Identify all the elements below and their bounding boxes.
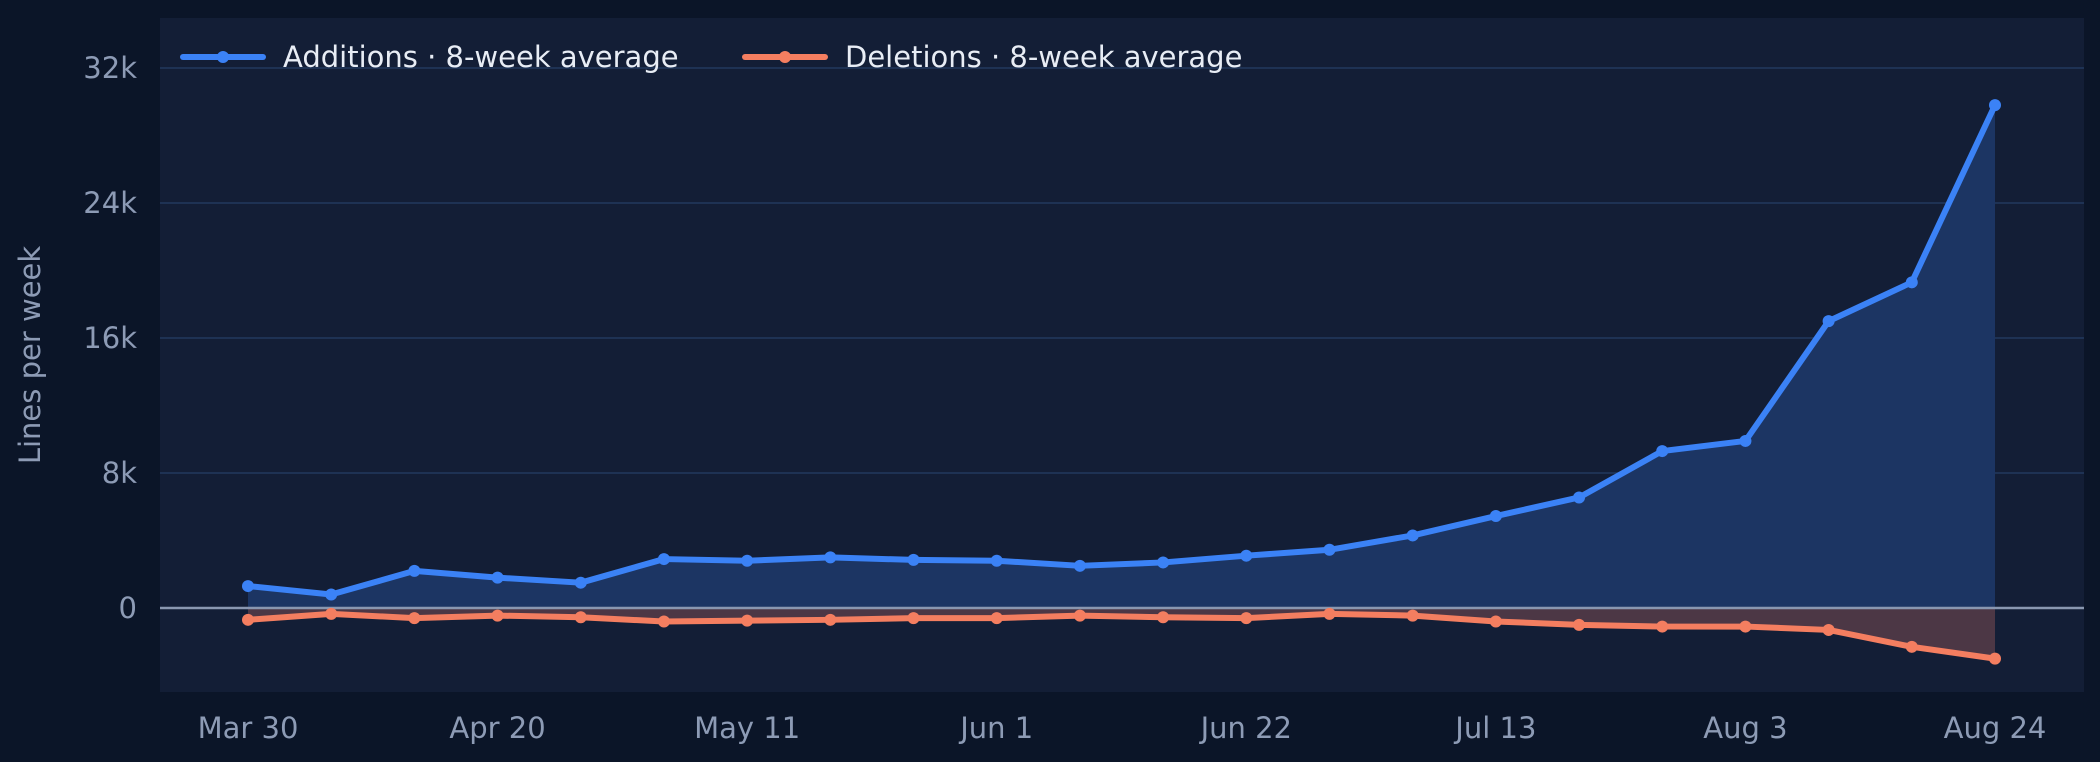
data-point bbox=[491, 571, 504, 584]
data-point bbox=[408, 612, 421, 625]
data-point bbox=[741, 614, 754, 627]
data-point bbox=[325, 607, 338, 620]
data-point bbox=[657, 553, 670, 566]
data-point bbox=[1157, 556, 1170, 569]
y-tick-label: 24k bbox=[83, 186, 137, 220]
data-point bbox=[1323, 607, 1336, 620]
data-point bbox=[242, 613, 254, 626]
legend-item: Additions · 8-week average bbox=[180, 40, 679, 74]
data-point bbox=[491, 609, 504, 622]
y-tick-label: 8k bbox=[102, 456, 137, 490]
x-tick-label: Aug 3 bbox=[1703, 711, 1787, 745]
data-point bbox=[1323, 543, 1336, 556]
series-lines bbox=[242, 99, 2001, 665]
data-point bbox=[907, 612, 920, 625]
series-line bbox=[245, 102, 1998, 598]
y-tick-labels: 0 8k 16k 24k 32k bbox=[83, 51, 137, 625]
data-point bbox=[1989, 99, 2001, 112]
data-point bbox=[1240, 612, 1253, 625]
series-area bbox=[248, 105, 1995, 608]
legend-label: Deletions · 8-week average bbox=[845, 40, 1242, 74]
x-tick-labels: Mar 30 Apr 20 May 11 Jun 1 Jun 22 Jul 13 Aug 3… bbox=[198, 711, 2047, 745]
data-point bbox=[242, 580, 254, 593]
y-tick-label: 0 bbox=[119, 591, 137, 625]
data-point bbox=[1989, 652, 2001, 665]
x-tick-label: Aug 24 bbox=[1944, 711, 2047, 745]
y-tick-label: 16k bbox=[83, 321, 137, 355]
data-point bbox=[990, 612, 1003, 625]
x-tick-label: Mar 30 bbox=[198, 711, 299, 745]
data-point bbox=[741, 554, 754, 567]
data-point bbox=[408, 564, 421, 577]
y-tick-label: 32k bbox=[83, 51, 137, 85]
data-point bbox=[990, 554, 1003, 567]
data-point bbox=[824, 551, 837, 564]
x-tick-label: Jul 13 bbox=[1453, 711, 1536, 745]
x-tick-label: May 11 bbox=[694, 711, 800, 745]
data-point bbox=[1573, 618, 1586, 631]
x-tick-label: Jun 22 bbox=[1199, 711, 1292, 745]
data-point bbox=[1656, 620, 1669, 633]
legend-swatch-marker bbox=[217, 51, 229, 63]
data-point bbox=[1489, 615, 1502, 628]
legend: Additions · 8-week average Deletions · 8-… bbox=[180, 40, 1242, 74]
data-point bbox=[824, 613, 837, 626]
data-point bbox=[1739, 434, 1752, 447]
series-line bbox=[245, 610, 1998, 662]
data-point bbox=[1073, 559, 1086, 572]
data-point bbox=[325, 588, 338, 601]
data-point bbox=[1406, 609, 1419, 622]
x-tick-label: Jun 1 bbox=[958, 711, 1033, 745]
data-point bbox=[1822, 315, 1835, 328]
data-point bbox=[1822, 623, 1835, 636]
data-point bbox=[657, 615, 670, 628]
data-point bbox=[1240, 549, 1253, 562]
legend-label: Additions · 8-week average bbox=[283, 40, 679, 74]
data-point bbox=[1406, 529, 1419, 542]
data-point bbox=[574, 576, 587, 589]
data-point bbox=[574, 611, 587, 624]
data-point bbox=[1073, 609, 1086, 622]
legend-item: Deletions · 8-week average bbox=[742, 40, 1242, 74]
data-point bbox=[1739, 620, 1752, 633]
x-tick-label: Apr 20 bbox=[449, 711, 545, 745]
y-axis-label: Lines per week bbox=[13, 246, 47, 465]
data-point bbox=[1905, 640, 1918, 653]
data-point bbox=[1157, 611, 1170, 624]
data-point bbox=[1573, 491, 1586, 504]
data-point bbox=[1656, 445, 1669, 458]
data-point bbox=[907, 553, 920, 566]
legend-swatch-marker bbox=[779, 51, 791, 63]
data-point bbox=[1489, 510, 1502, 523]
data-point bbox=[1905, 276, 1918, 289]
